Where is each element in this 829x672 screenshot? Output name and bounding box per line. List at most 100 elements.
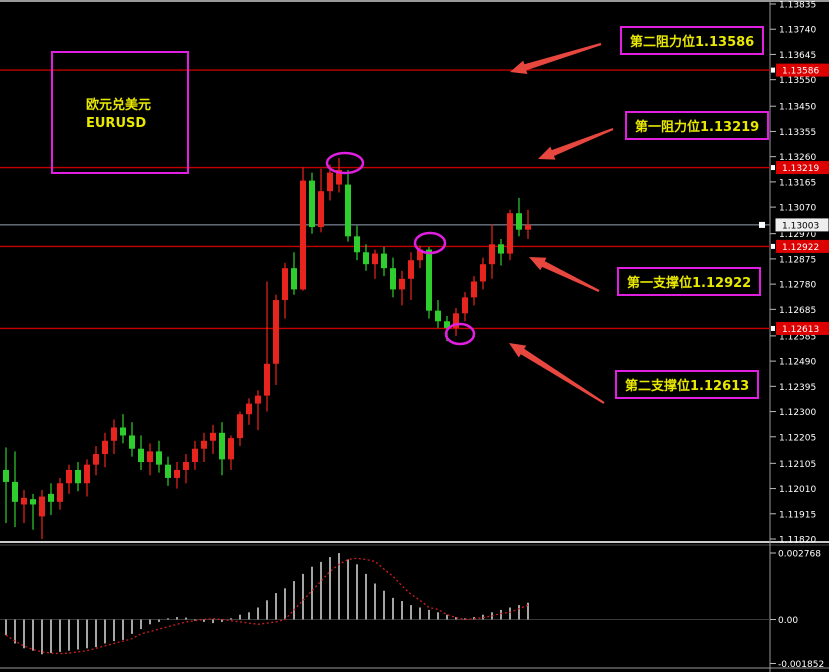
current-line-end-marker [759, 221, 765, 228]
price-tick-label: 1.11820 [779, 536, 816, 546]
candle-body [471, 281, 477, 298]
candle-body [66, 469, 72, 484]
candle-body [237, 414, 243, 439]
candle-body [255, 395, 261, 404]
candle-body [57, 483, 63, 502]
candle-body [246, 403, 252, 415]
candle-body [12, 481, 18, 502]
candle-body [435, 310, 441, 322]
highlight-ellipse [325, 151, 365, 175]
candle-body [210, 432, 216, 441]
price-tick-label: 1.13550 [779, 76, 816, 86]
price-tick-label: 1.12010 [779, 485, 816, 495]
line-end-marker [771, 165, 775, 171]
candle-body [498, 244, 504, 254]
price-level-tag-text: 1.13219 [782, 164, 819, 174]
resistance-2-label: 第二阻力位1.13586 [620, 26, 765, 55]
instrument-symbol: EURUSD [86, 116, 147, 131]
current-price-tag-text: 1.13003 [782, 221, 819, 231]
price-tick-label: 1.13740 [779, 26, 816, 36]
highlight-ellipse [444, 322, 476, 346]
callout-arrow [538, 128, 614, 160]
candle-body [120, 427, 126, 436]
price-level-tag-text: 1.12922 [782, 243, 819, 253]
candle-body [300, 180, 306, 290]
candle-body [102, 440, 108, 455]
candle-body [93, 454, 99, 465]
macd-layer [5, 553, 529, 655]
candles-layer [3, 157, 531, 539]
candle-body [228, 438, 234, 460]
candle-body [354, 236, 360, 253]
candle-body [381, 253, 387, 269]
candle-body [417, 249, 423, 261]
price-tick-label: 1.12970 [779, 230, 816, 240]
candle-body [282, 268, 288, 301]
line-end-marker [771, 67, 775, 73]
candle-body [408, 260, 414, 279]
price-level-tag [776, 161, 829, 175]
candle-body [390, 268, 396, 290]
candle-body [3, 469, 9, 482]
candle-body [399, 278, 405, 290]
candle-body [21, 497, 27, 505]
candle-body [138, 448, 144, 463]
candle-body [219, 432, 225, 460]
candle-body [156, 451, 162, 465]
line-end-marker [771, 325, 775, 331]
candle-body [201, 440, 207, 449]
candle-body [318, 191, 324, 228]
candle-body [516, 213, 522, 230]
price-level-tag [776, 63, 829, 77]
price-tick-label: 1.13450 [779, 103, 816, 113]
price-level-tag-text: 1.12613 [782, 325, 819, 335]
candle-body [462, 297, 468, 314]
candle-body [525, 224, 531, 230]
candle-body [48, 493, 54, 502]
price-tick-label: 1.13835 [779, 1, 816, 11]
candle-body [75, 469, 81, 484]
line-end-marker [771, 243, 775, 249]
price-tick-label: 1.12875 [779, 255, 816, 265]
support-1-label: 第一支撑位1.12922 [617, 267, 762, 296]
callout-arrow [510, 42, 602, 74]
price-tick-label: 1.13070 [779, 204, 816, 214]
candle-body [84, 464, 90, 484]
price-level-tag [776, 321, 829, 335]
candle-body [453, 313, 459, 328]
candle-body [111, 427, 117, 441]
candle-body [327, 172, 333, 192]
candle-body [183, 462, 189, 470]
support-2-label: 第二支撑位1.12613 [615, 370, 760, 399]
candle-body [291, 268, 297, 290]
candle-body [174, 469, 180, 478]
price-tick-label: 1.13260 [779, 153, 816, 163]
candle-body [336, 169, 342, 185]
macd-signal-line [5, 557, 529, 655]
price-tick-label: 1.11915 [779, 510, 816, 520]
price-tick-label: 1.12300 [779, 408, 816, 418]
price-tick-label: 1.12205 [779, 433, 816, 443]
candle-body [192, 448, 198, 463]
price-tick-label: 1.13645 [779, 51, 816, 61]
instrument-name-cn: 欧元兑美元 [86, 98, 152, 113]
callout-arrow [509, 343, 605, 404]
candle-body [444, 321, 450, 328]
instrument-label-box: 欧元兑美元 EURUSD [51, 51, 189, 174]
macd-tick-label: 0.00 [778, 616, 798, 626]
candle-body [372, 253, 378, 265]
price-level-tag [776, 239, 829, 253]
candle-body [147, 451, 153, 463]
candle-body [480, 264, 486, 282]
candle-body [426, 249, 432, 311]
candle-body [129, 435, 135, 449]
price-tick-label: 1.13355 [779, 128, 816, 138]
candle-body [363, 252, 369, 265]
price-tick-label: 1.12395 [779, 383, 816, 393]
candle-body [507, 213, 513, 254]
resistance-1-label: 第一阻力位1.13219 [625, 111, 770, 140]
candle-body [345, 184, 351, 237]
highlight-ellipse [413, 231, 447, 255]
price-tick-label: 1.13165 [779, 178, 816, 188]
